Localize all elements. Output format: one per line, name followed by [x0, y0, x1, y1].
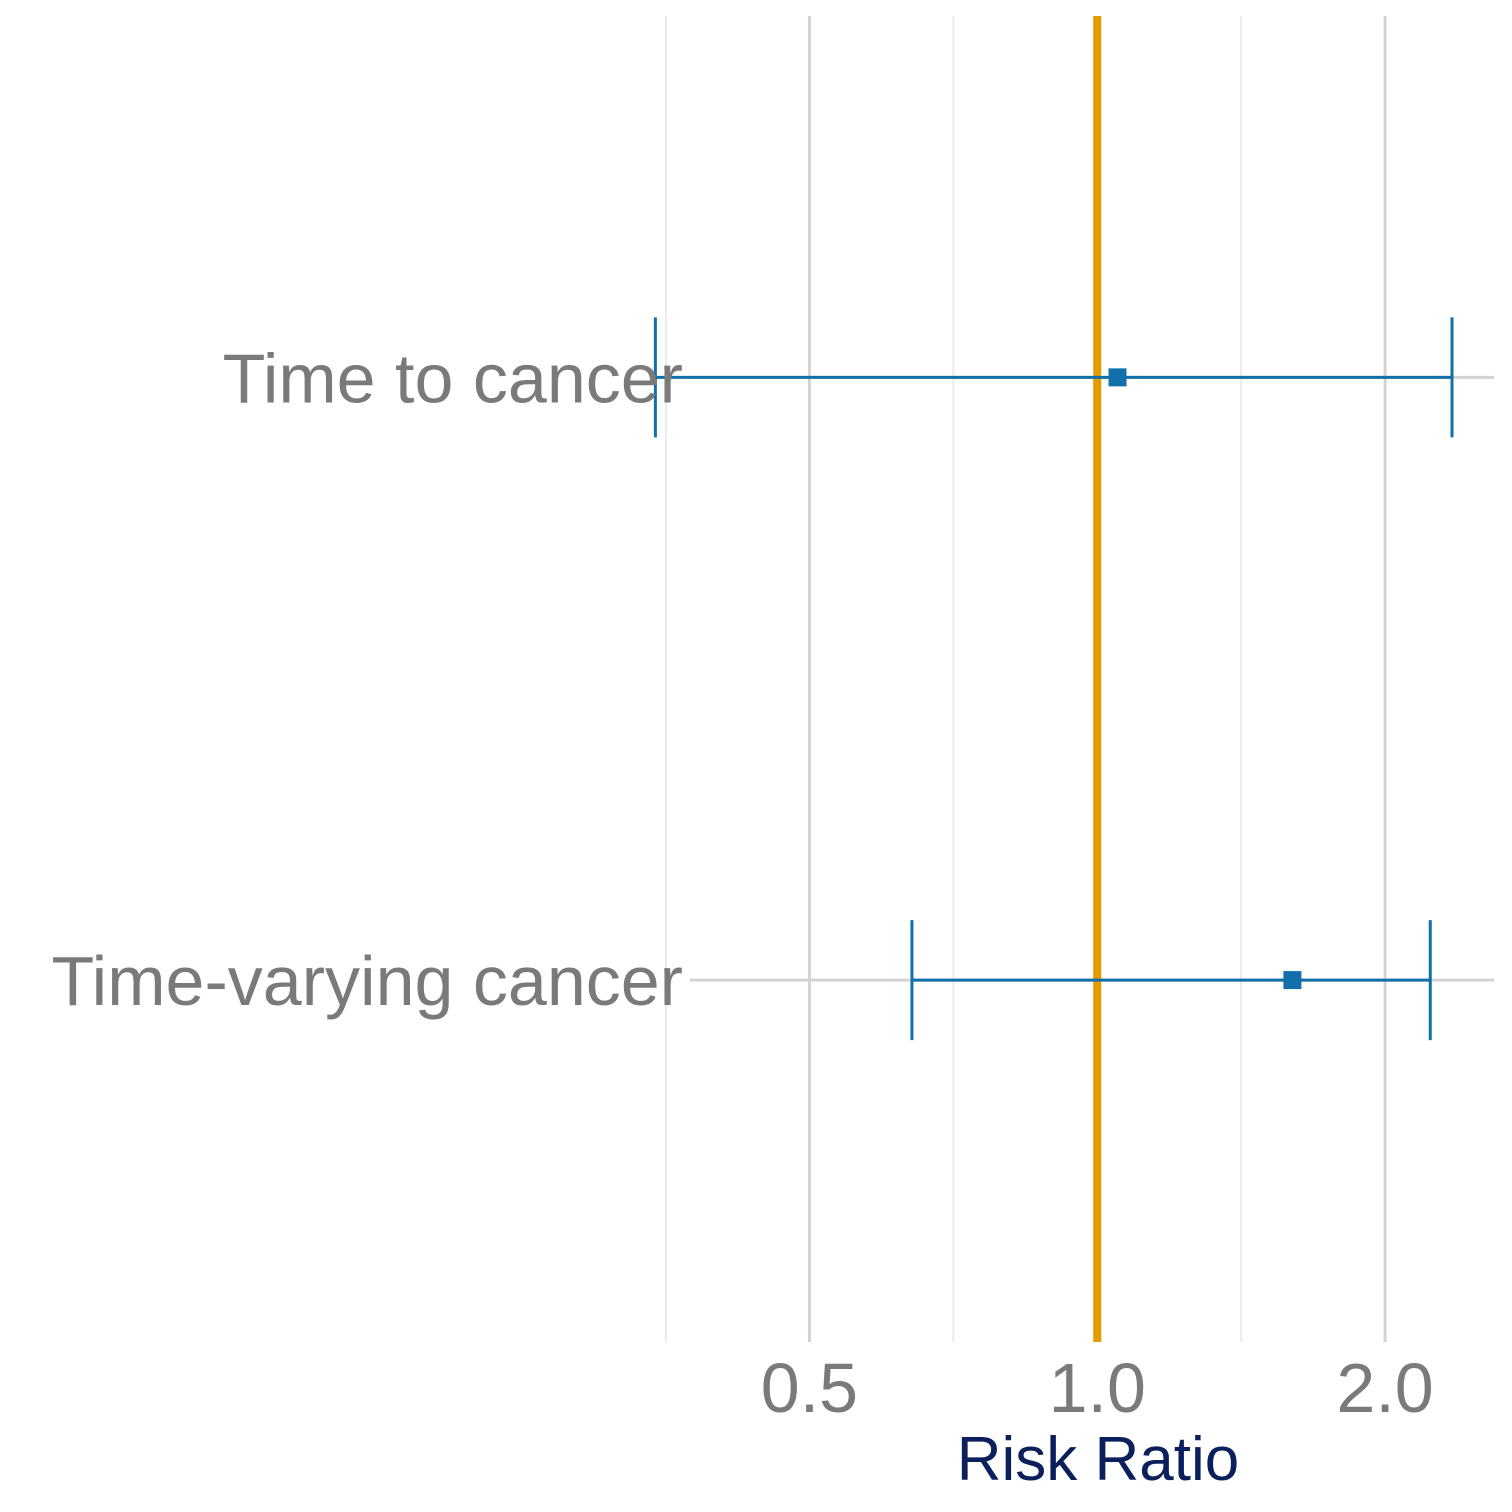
x-tick-label-1: 1.0: [1049, 1349, 1146, 1427]
point-estimate-1: [1283, 971, 1302, 990]
point-estimate-0: [1108, 368, 1127, 387]
x-tick-label-2: 2.0: [1336, 1349, 1433, 1427]
x-tick-label-0: 0.5: [761, 1349, 858, 1427]
row-label-1: Time-varying cancer: [52, 942, 683, 1020]
row-labels: Time to cancer Time-varying cancer: [52, 339, 683, 1020]
x-axis-title: Risk Ratio: [957, 1425, 1240, 1494]
minor-gridlines: [665, 16, 1243, 1342]
forest-marks: [653, 317, 1454, 1041]
x-tick-labels: 0.5 1.0 2.0: [761, 1349, 1434, 1427]
row-label-0: Time to cancer: [223, 339, 683, 417]
